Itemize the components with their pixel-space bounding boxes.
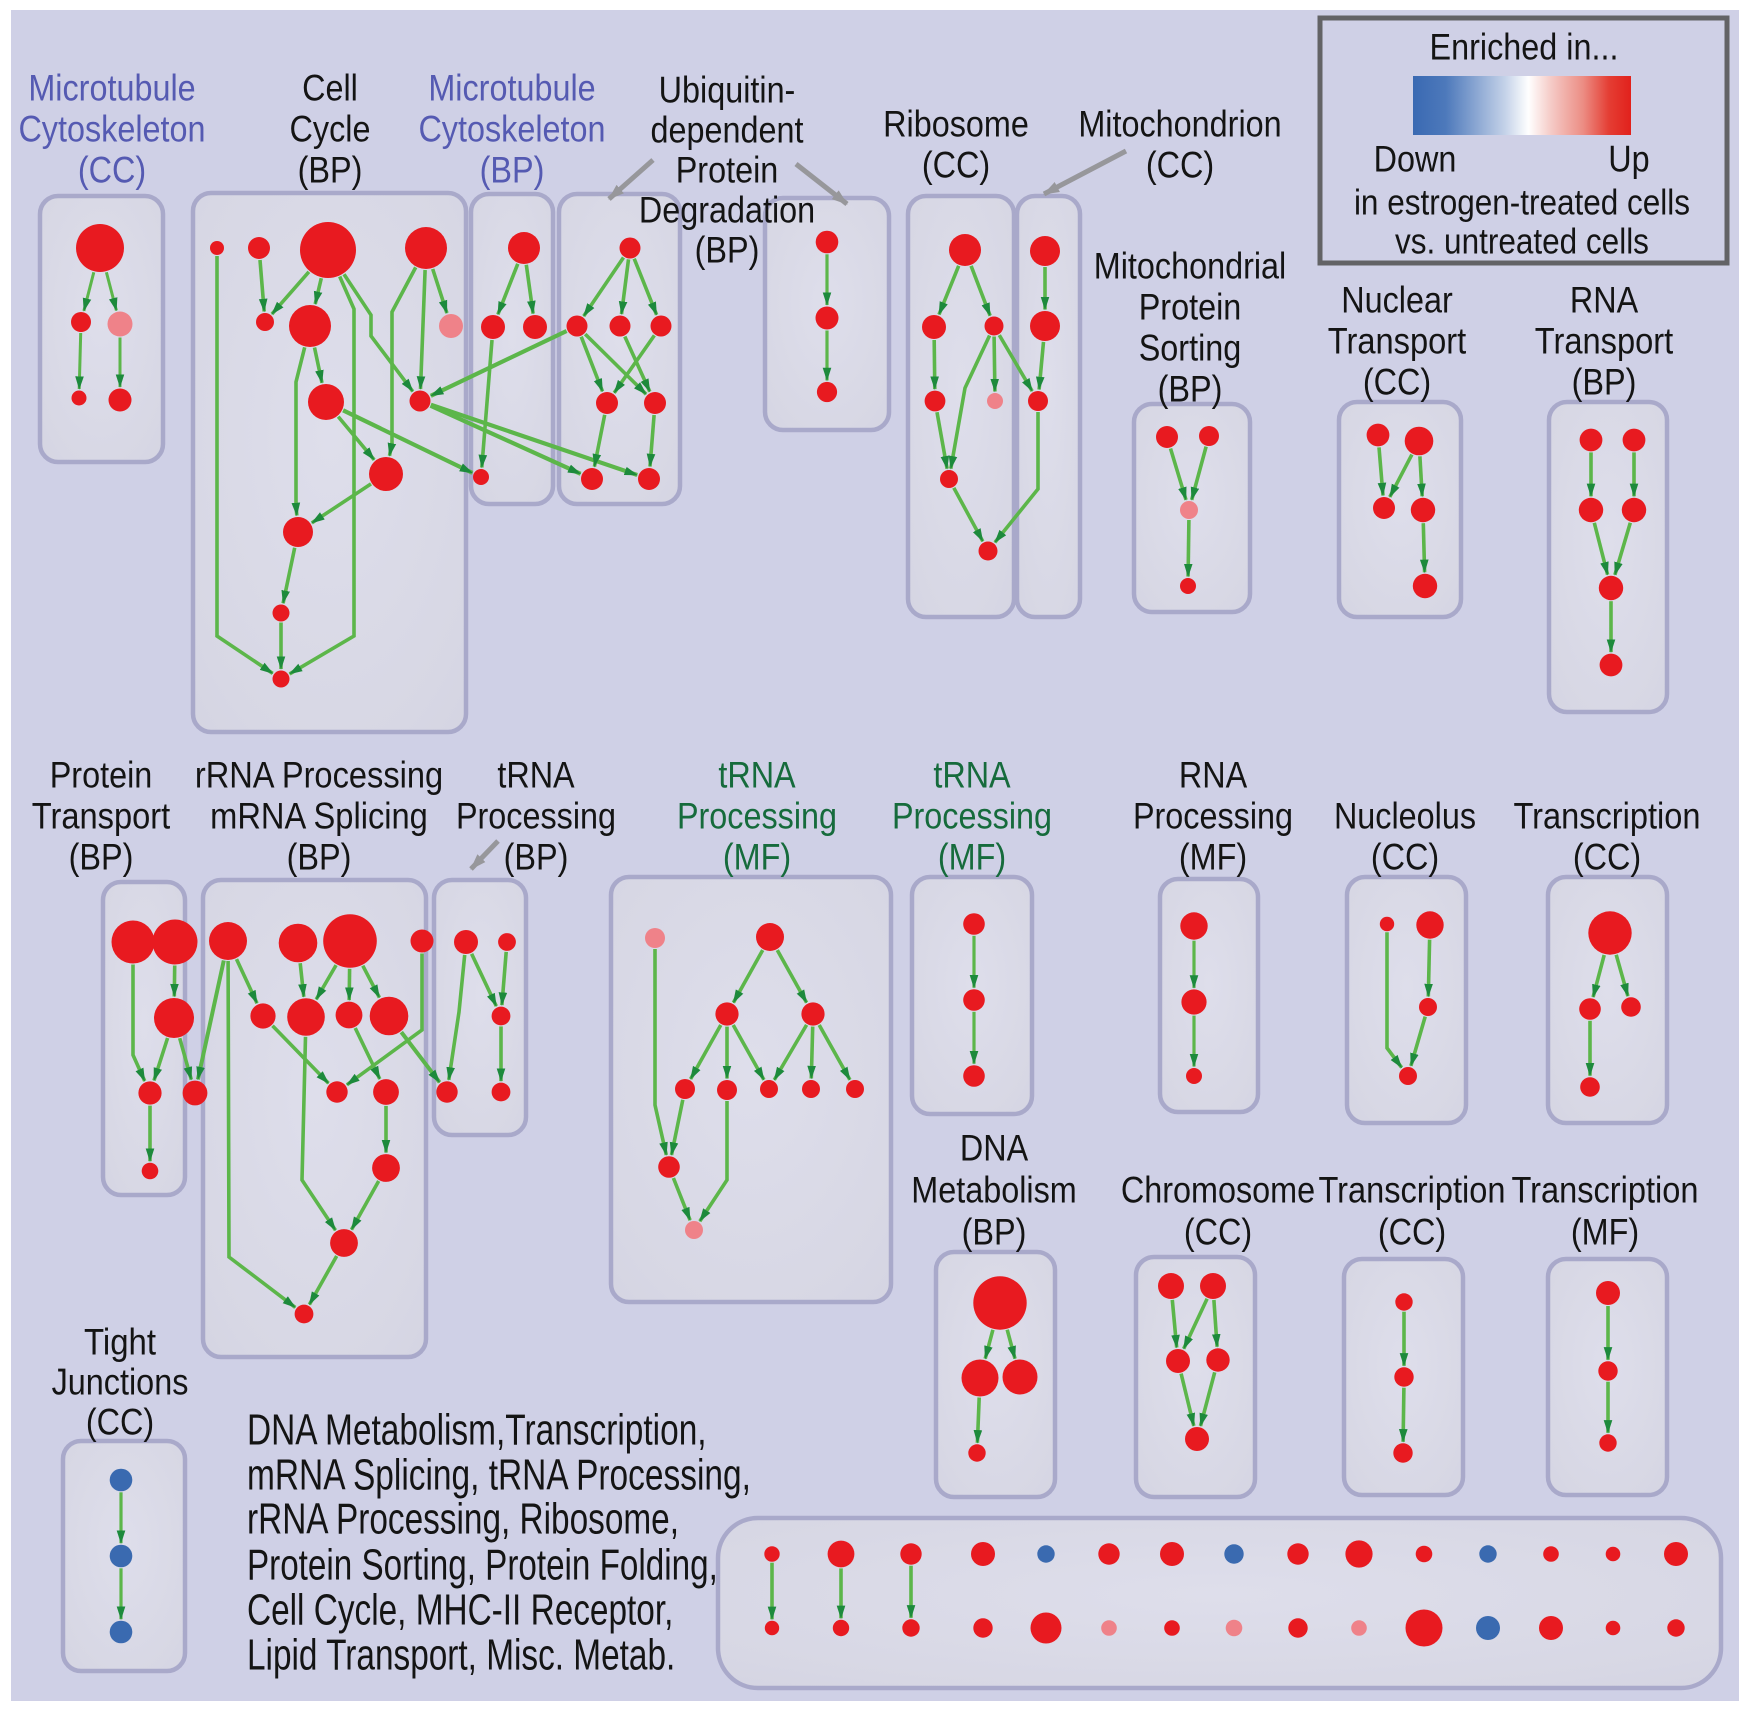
svg-text:Transport: Transport bbox=[1328, 321, 1467, 362]
svg-text:Transcription: Transcription bbox=[1513, 796, 1700, 837]
svg-text:Sorting: Sorting bbox=[1139, 328, 1242, 369]
svg-text:tRNA: tRNA bbox=[497, 755, 575, 796]
svg-text:Ubiquitin-: Ubiquitin- bbox=[659, 70, 796, 111]
svg-text:Down: Down bbox=[1374, 139, 1457, 180]
svg-text:Transcription: Transcription bbox=[1511, 1170, 1698, 1211]
svg-text:(CC): (CC) bbox=[1573, 837, 1641, 878]
svg-text:Protein: Protein bbox=[50, 755, 153, 796]
svg-text:Junctions: Junctions bbox=[52, 1362, 189, 1403]
svg-text:Nuclear: Nuclear bbox=[1341, 280, 1453, 321]
svg-text:mRNA Splicing, tRNA Processing: mRNA Splicing, tRNA Processing, bbox=[247, 1451, 751, 1500]
svg-text:Ribosome: Ribosome bbox=[883, 104, 1029, 145]
svg-text:(CC): (CC) bbox=[1371, 837, 1439, 878]
svg-text:(BP): (BP) bbox=[962, 1212, 1027, 1253]
svg-text:(BP): (BP) bbox=[1572, 362, 1637, 403]
svg-text:Degradation: Degradation bbox=[639, 190, 815, 231]
svg-text:Transport: Transport bbox=[32, 796, 171, 837]
svg-text:Mitochondrion: Mitochondrion bbox=[1078, 104, 1281, 145]
svg-text:rRNA Processing, Ribosome,: rRNA Processing, Ribosome, bbox=[247, 1495, 679, 1544]
svg-text:(BP): (BP) bbox=[287, 837, 352, 878]
svg-text:Cell: Cell bbox=[302, 68, 358, 109]
svg-text:(CC): (CC) bbox=[1184, 1212, 1252, 1253]
svg-text:(CC): (CC) bbox=[922, 145, 990, 186]
svg-text:rRNA Processing: rRNA Processing bbox=[195, 755, 443, 796]
svg-text:(BP): (BP) bbox=[480, 150, 545, 191]
svg-text:(MF): (MF) bbox=[1179, 837, 1247, 878]
svg-text:RNA: RNA bbox=[1179, 755, 1248, 796]
svg-text:in estrogen-treated cells: in estrogen-treated cells bbox=[1354, 182, 1690, 223]
svg-text:vs. untreated cells: vs. untreated cells bbox=[1395, 221, 1649, 262]
svg-text:dependent: dependent bbox=[651, 110, 805, 151]
svg-text:Processing: Processing bbox=[1133, 796, 1293, 837]
svg-text:(MF): (MF) bbox=[1571, 1212, 1639, 1253]
svg-text:Up: Up bbox=[1608, 139, 1649, 180]
svg-text:Processing: Processing bbox=[892, 796, 1052, 837]
svg-text:(MF): (MF) bbox=[723, 837, 791, 878]
svg-text:Processing: Processing bbox=[456, 796, 616, 837]
svg-text:Chromosome: Chromosome bbox=[1121, 1170, 1315, 1211]
svg-text:Cytoskeleton: Cytoskeleton bbox=[418, 109, 605, 150]
svg-text:Tight: Tight bbox=[84, 1322, 157, 1363]
svg-text:(CC): (CC) bbox=[78, 150, 146, 191]
svg-text:(MF): (MF) bbox=[938, 837, 1006, 878]
svg-text:Mitochondrial: Mitochondrial bbox=[1094, 246, 1287, 287]
svg-text:(CC): (CC) bbox=[1378, 1212, 1446, 1253]
svg-text:Nucleolus: Nucleolus bbox=[1334, 796, 1476, 837]
svg-text:(CC): (CC) bbox=[1146, 145, 1214, 186]
svg-text:DNA Metabolism,Transcription,: DNA Metabolism,Transcription, bbox=[247, 1406, 707, 1455]
svg-text:tRNA: tRNA bbox=[718, 755, 796, 796]
svg-text:(CC): (CC) bbox=[86, 1402, 154, 1443]
svg-text:(BP): (BP) bbox=[69, 837, 134, 878]
svg-text:Metabolism: Metabolism bbox=[911, 1170, 1077, 1211]
svg-text:Transport: Transport bbox=[1535, 321, 1674, 362]
svg-text:tRNA: tRNA bbox=[933, 755, 1011, 796]
svg-text:(BP): (BP) bbox=[504, 837, 569, 878]
svg-text:RNA: RNA bbox=[1570, 280, 1639, 321]
svg-text:Microtubule: Microtubule bbox=[28, 68, 195, 109]
svg-text:Protein: Protein bbox=[1139, 287, 1242, 328]
svg-text:Protein Sorting, Protein Foldi: Protein Sorting, Protein Folding, bbox=[247, 1541, 718, 1590]
svg-text:Enriched in...: Enriched in... bbox=[1430, 27, 1619, 68]
svg-text:mRNA Splicing: mRNA Splicing bbox=[210, 796, 428, 837]
svg-text:Transcription: Transcription bbox=[1318, 1170, 1505, 1211]
svg-text:Cell Cycle, MHC-II Receptor,: Cell Cycle, MHC-II Receptor, bbox=[247, 1586, 673, 1635]
svg-text:(BP): (BP) bbox=[695, 230, 760, 271]
svg-text:Protein: Protein bbox=[676, 150, 779, 191]
svg-text:Lipid Transport, Misc. Metab.: Lipid Transport, Misc. Metab. bbox=[247, 1631, 675, 1680]
svg-text:Processing: Processing bbox=[677, 796, 837, 837]
svg-text:(BP): (BP) bbox=[298, 150, 363, 191]
svg-text:DNA: DNA bbox=[960, 1128, 1029, 1169]
svg-text:(CC): (CC) bbox=[1363, 362, 1431, 403]
svg-text:Cytoskeleton: Cytoskeleton bbox=[18, 109, 205, 150]
svg-text:Cycle: Cycle bbox=[290, 109, 371, 150]
svg-text:Microtubule: Microtubule bbox=[428, 68, 595, 109]
svg-text:(BP): (BP) bbox=[1158, 369, 1223, 410]
